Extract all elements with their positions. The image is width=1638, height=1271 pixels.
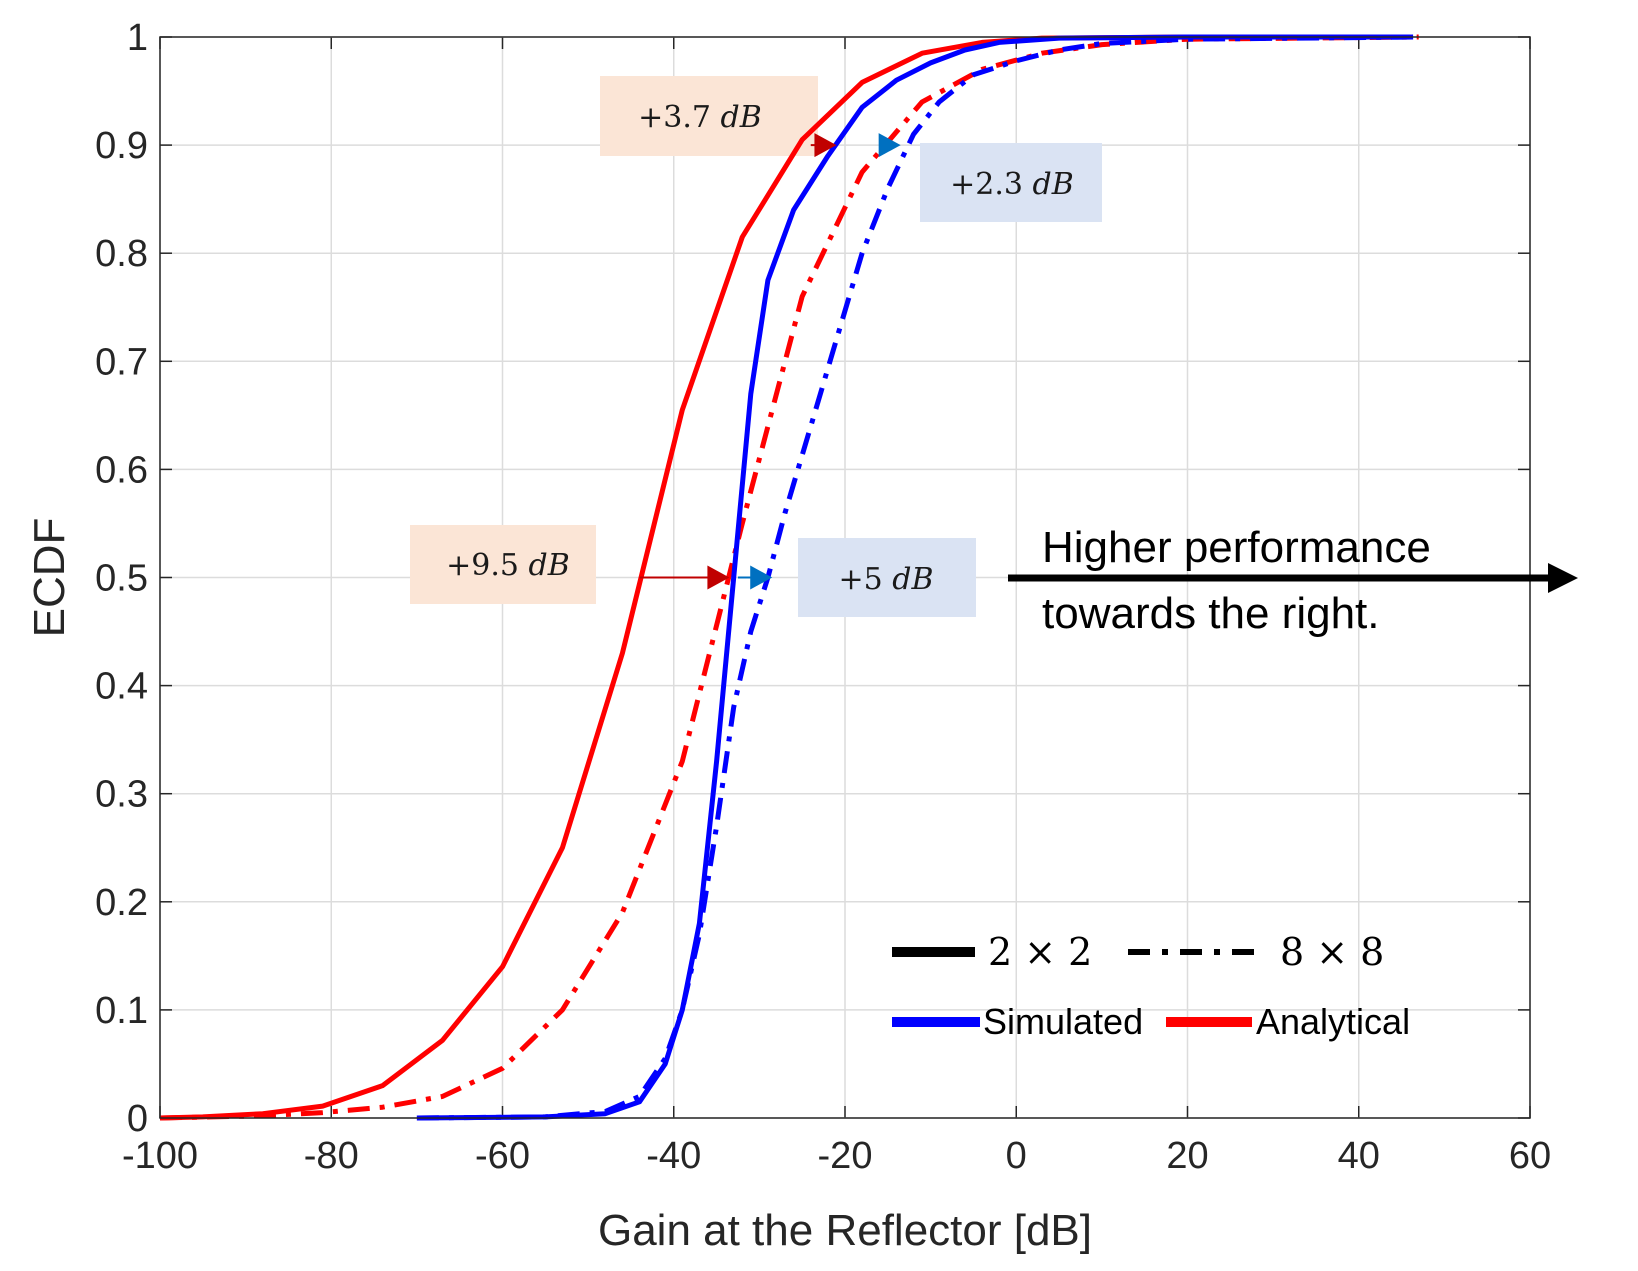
annotation-arrow-head <box>878 133 901 158</box>
note-line-1: Higher performance <box>1042 523 1431 572</box>
annotation-box <box>920 143 1102 222</box>
x-tick-label: 40 <box>1338 1135 1380 1177</box>
series-3-dashdot-line <box>416 34 1419 1121</box>
x-tick-label: -100 <box>122 1135 198 1177</box>
annotation-label: +3.7 𝑑𝐵 <box>638 100 762 135</box>
legend-size-8x8: 8 × 8 <box>1280 930 1384 974</box>
annotation-box <box>600 76 818 156</box>
legend-analytical: Analytical <box>1256 1001 1410 1042</box>
legend-simulated: Simulated <box>983 1001 1143 1042</box>
y-tick-label: 1 <box>127 17 148 59</box>
annotation-arrow-head <box>750 565 773 590</box>
annotation-label: +5 𝑑𝐵 <box>838 562 933 597</box>
y-tick-label: 0.5 <box>95 558 148 600</box>
series-lines <box>159 34 1419 1121</box>
y-tick-labels: 0 0.1 0.2 0.3 0.4 0.5 0.6 0.7 0.8 0.9 1 <box>95 17 148 1140</box>
annotation-boxes: +3.7 𝑑𝐵 +2.3 𝑑𝐵 +9.5 𝑑𝐵 +5 𝑑𝐵 <box>410 76 1102 617</box>
legend: 2 × 2 8 × 8 Simulated Analytical <box>892 930 1410 1042</box>
performance-note: Higher performance towards the right. <box>1008 523 1578 638</box>
annotation-label: +9.5 𝑑𝐵 <box>446 548 570 583</box>
annotation-label: +2.3 𝑑𝐵 <box>950 167 1074 202</box>
note-line-2: towards the right. <box>1042 589 1380 638</box>
annotation-arrow-head <box>814 133 837 158</box>
y-tick-label: 0.4 <box>95 666 148 708</box>
annotation-arrows <box>639 133 901 590</box>
x-tick-label: 20 <box>1166 1135 1208 1177</box>
series-2-solid-line <box>416 34 1411 1121</box>
y-tick-label: 0.9 <box>95 125 148 167</box>
legend-size-2x2: 2 × 2 <box>988 930 1092 974</box>
x-tick-label: -40 <box>646 1135 701 1177</box>
y-axis-label: ECDF <box>25 518 74 638</box>
y-tick-label: 0.6 <box>95 449 148 491</box>
x-axis-label: Gain at the Reflector [dB] <box>598 1206 1092 1255</box>
x-tick-label: 0 <box>1006 1135 1027 1177</box>
x-tick-labels: -100 -80 -60 -40 -20 0 20 40 60 <box>122 1135 1551 1177</box>
annotation-arrow-head <box>707 565 730 590</box>
annotation-box <box>410 525 596 604</box>
y-tick-label: 0.3 <box>95 774 148 816</box>
y-tick-label: 0.1 <box>95 990 148 1032</box>
y-tick-label: 0.8 <box>95 233 148 275</box>
x-tick-label: -60 <box>475 1135 530 1177</box>
y-tick-label: 0 <box>127 1098 148 1140</box>
annotation-box <box>798 538 976 617</box>
y-tick-label: 0.7 <box>95 341 148 383</box>
note-arrow-head <box>1548 563 1578 593</box>
x-tick-label: -80 <box>304 1135 359 1177</box>
y-tick-label: 0.2 <box>95 882 148 924</box>
x-tick-label: -20 <box>818 1135 873 1177</box>
x-tick-label: 60 <box>1509 1135 1551 1177</box>
